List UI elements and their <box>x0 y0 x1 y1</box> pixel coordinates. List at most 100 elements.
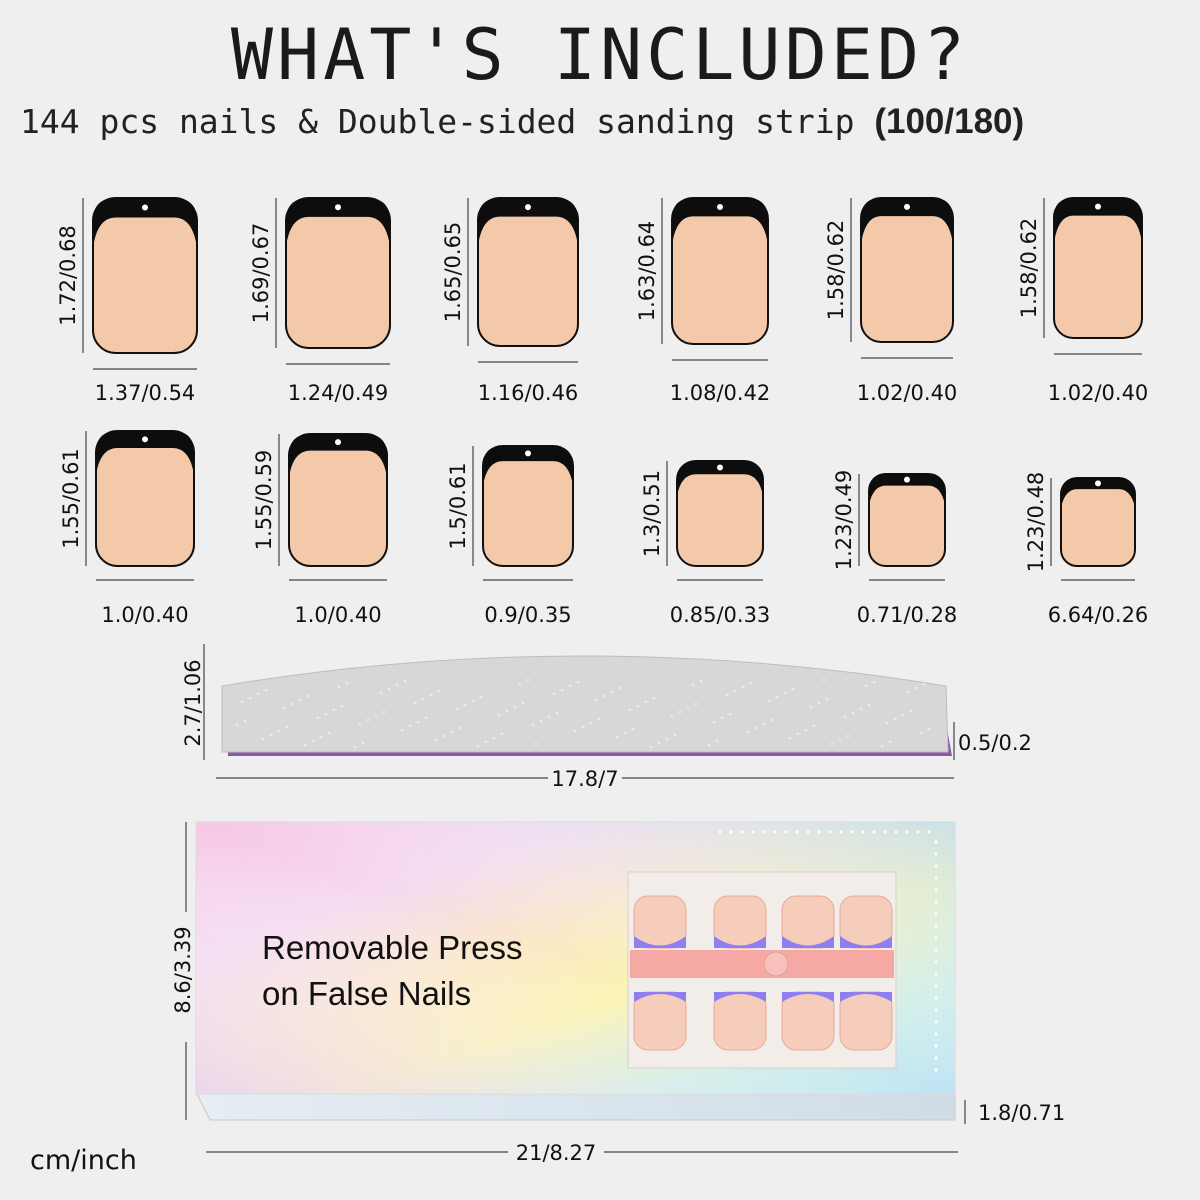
box-label-line2: on False Nails <box>262 975 472 1012</box>
box-height-label: 8.6/3.39 <box>171 926 195 1013</box>
file-grit-speck <box>830 742 834 746</box>
window-nail-bottom-tip <box>840 992 892 1002</box>
window-nail-bottom <box>713 991 767 1051</box>
file-grit-speck <box>901 713 905 717</box>
file-grit-speck <box>526 678 530 682</box>
box-dot <box>934 1008 938 1012</box>
file-grit-speck <box>838 738 842 742</box>
file-grit-speck <box>597 717 601 721</box>
nail-height-label: 1.58/0.62 <box>824 220 848 321</box>
file-grit-speck <box>644 700 648 704</box>
nail-dot <box>335 204 341 211</box>
nail-black-tip <box>861 198 953 245</box>
box-dot <box>934 888 938 892</box>
box-dot <box>934 1032 938 1036</box>
file-grit-speck <box>581 725 585 729</box>
file-grit-speck <box>345 681 349 685</box>
file-grit-speck <box>707 743 711 747</box>
file-grit-speck <box>914 686 918 690</box>
nail-dot <box>142 436 148 443</box>
file-grit-speck <box>909 709 913 713</box>
window-nail-bottom-tip <box>714 992 766 1002</box>
box-dot <box>740 830 744 834</box>
file-grit-speck <box>699 679 703 683</box>
file-grit-speck <box>379 691 383 695</box>
file-grit-speck <box>429 693 433 697</box>
nail-dot <box>525 450 531 457</box>
box-dot <box>806 830 810 834</box>
file-grit-speck <box>437 689 441 693</box>
box-dot <box>795 830 799 834</box>
nail-width-label: 6.64/0.26 <box>1048 603 1149 627</box>
file-grit-speck <box>492 736 496 740</box>
file-grit-speck <box>665 737 669 741</box>
file-grit-speck <box>851 711 855 715</box>
nail-height-label: 1.72/0.68 <box>56 225 80 326</box>
file-grit-speck <box>568 684 572 688</box>
file-grit-speck <box>746 730 750 734</box>
file-grit-speck <box>531 723 535 727</box>
nail-black-tip <box>289 434 387 478</box>
box-dot <box>934 1056 938 1060</box>
box-dot <box>934 924 938 928</box>
box-depth-label: 1.8/0.71 <box>978 1101 1065 1125</box>
box-dot <box>817 830 821 834</box>
file-grit-speck <box>240 700 244 704</box>
file-grit-speck <box>843 715 847 719</box>
nail-tip <box>868 473 946 567</box>
subtitle-contents: 144 pcs nails & Double-sided sanding str… <box>20 102 855 141</box>
file-grit-speck <box>670 714 674 718</box>
box-dot <box>927 830 931 834</box>
file-grit-speck <box>822 678 826 682</box>
nail-height-label: 1.63/0.64 <box>635 221 659 322</box>
file-grit-speck <box>694 702 698 706</box>
file-grit-speck <box>285 725 289 729</box>
file-grit-speck <box>919 731 923 735</box>
file-grit-speck <box>442 734 446 738</box>
file-grit-speck <box>340 704 344 708</box>
file-grit-speck <box>872 680 876 684</box>
file-grit-speck <box>733 689 737 693</box>
file-grit-speck <box>867 703 871 707</box>
file-grit-speck <box>691 683 695 687</box>
box-dot <box>934 948 938 952</box>
file-grit-speck <box>720 716 724 720</box>
file-grit-speck <box>628 708 632 712</box>
nail-black-tip <box>478 198 578 247</box>
nail-height-label: 1.55/0.61 <box>59 448 83 549</box>
box-dot <box>934 840 938 844</box>
box-dot <box>934 900 938 904</box>
nail-base <box>95 430 195 567</box>
file-grit-speck <box>316 716 320 720</box>
file-grit-speck <box>361 741 365 745</box>
file-grit-speck <box>573 729 577 733</box>
nail-box: 8.6/3.39 1.8/0.71 21/8.27 <box>171 821 1065 1165</box>
box-width-label: 21/8.27 <box>516 1141 597 1165</box>
nail-height-label: 1.65/0.65 <box>441 222 465 323</box>
file-grit-speck <box>366 718 370 722</box>
nail-tip <box>477 197 579 347</box>
nail-dot <box>142 204 148 211</box>
file-grit-speck <box>864 684 868 688</box>
file-grit-speck <box>434 738 438 742</box>
file-grit-speck <box>576 680 580 684</box>
file-length-label: 17.8/7 <box>551 767 618 791</box>
window-nail-bottom <box>781 991 835 1051</box>
file-grit-speck <box>906 690 910 694</box>
box-dot <box>934 912 938 916</box>
file-grit-speck <box>741 685 745 689</box>
window-nail-top-tip <box>634 936 686 948</box>
file-grit-speck <box>555 711 559 715</box>
file-grit-speck <box>652 696 656 700</box>
file-grit-speck <box>618 686 622 690</box>
file-grit-speck <box>770 718 774 722</box>
nail-tip <box>288 433 388 567</box>
file-grit-speck <box>775 695 779 699</box>
file-grit-speck <box>476 744 480 748</box>
file-grit-speck <box>825 697 829 701</box>
file-grit-speck <box>817 701 821 705</box>
box-dot <box>916 830 920 834</box>
nail-base <box>868 473 946 567</box>
page-subtitle: 144 pcs nails & Double-sided sanding str… <box>20 102 1024 142</box>
